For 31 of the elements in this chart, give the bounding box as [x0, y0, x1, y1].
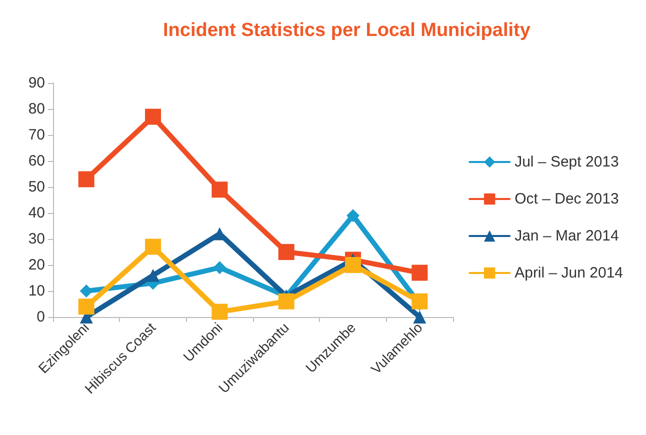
y-tick-label: 90	[28, 74, 45, 92]
legend-label: Jan – Mar 2014	[514, 228, 619, 244]
y-tick-label: 10	[28, 282, 45, 300]
legend-label: Jul – Sept 2013	[514, 154, 619, 170]
y-tick-label: 20	[28, 256, 45, 274]
point	[346, 209, 360, 222]
point	[278, 293, 294, 310]
y-tick-label: 80	[28, 100, 45, 118]
point	[412, 264, 428, 281]
y-tick-label: 30	[28, 230, 45, 248]
y-tick-label: 40	[28, 204, 45, 222]
point	[145, 108, 161, 125]
point	[345, 257, 361, 273]
point	[212, 304, 228, 320]
legend-label: Oct – Dec 2013	[514, 190, 619, 208]
point	[212, 182, 228, 198]
y-tick-label: 70	[28, 126, 45, 144]
point	[213, 261, 226, 274]
point	[145, 238, 161, 255]
point	[146, 268, 160, 282]
point	[78, 298, 94, 315]
point	[78, 171, 94, 188]
point	[413, 310, 426, 324]
legend-label: April – Jun 2014	[514, 264, 623, 282]
point	[278, 244, 294, 260]
y-tick-label: 50	[28, 178, 45, 196]
point	[80, 284, 93, 298]
y-tick-label: 60	[28, 152, 45, 170]
chart-title: Incident Statistics per Local Municipality	[163, 20, 531, 41]
y-tick-label: 0	[36, 308, 45, 326]
point	[412, 293, 428, 310]
